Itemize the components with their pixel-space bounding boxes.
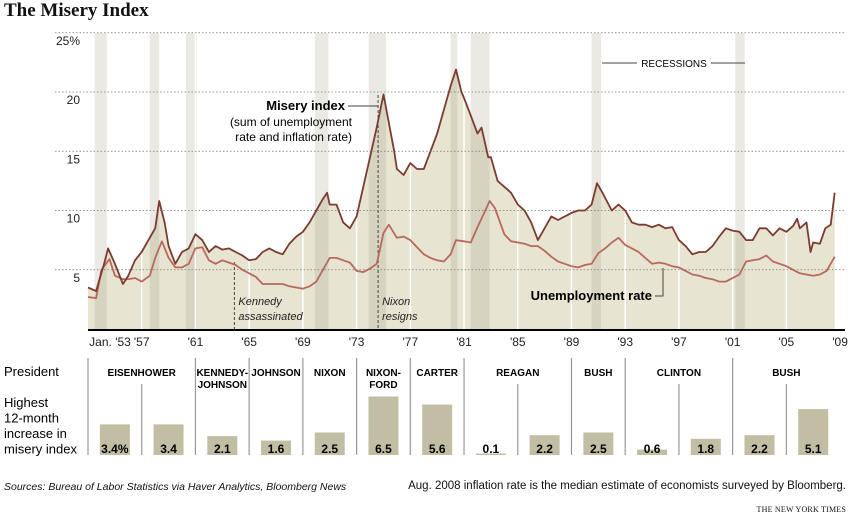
bar-value-label: 1.6: [268, 442, 285, 456]
recession-band: [368, 33, 387, 329]
misery-increase-bar: [637, 449, 668, 455]
misery-index-sublabel: rate and inflation rate): [235, 130, 352, 144]
president-name: NIXON: [314, 368, 346, 379]
president-name: FORD: [369, 380, 397, 391]
bar-value-label: 2.2: [751, 442, 768, 456]
bar-value-label: 1.8: [697, 442, 714, 456]
misery-index-chart: 25% 20 15 10 5 Kennedy assassinated Nixon resign…: [4, 32, 848, 457]
president-name: BUSH: [584, 368, 612, 379]
x-tick-label: '57: [134, 335, 150, 349]
value-row-label: increase in: [4, 426, 67, 441]
misery-index-label: Misery index: [266, 98, 346, 113]
x-tick-label: '61: [188, 335, 204, 349]
event-label: Kennedy: [238, 296, 283, 308]
value-row-label: 12-month: [4, 411, 59, 426]
x-tick-label: '97: [671, 335, 687, 349]
president-name: KENNEDY-: [196, 368, 248, 379]
y-tick-label: 15: [67, 152, 81, 166]
recession-band: [591, 33, 602, 329]
x-tick-label: '69: [295, 335, 311, 349]
president-name: NIXON-: [366, 368, 401, 379]
y-tick-label: 10: [67, 212, 81, 226]
misery-increase-bar: [798, 409, 829, 455]
recession-band: [149, 33, 160, 329]
x-tick-label: '85: [510, 335, 526, 349]
bar-value-label: 2.2: [536, 442, 553, 456]
misery-increase-bar: [99, 424, 130, 455]
president-name: JOHNSON: [198, 380, 247, 391]
misery-increase-bar: [422, 404, 453, 455]
misery-increase-bar: [207, 436, 238, 455]
y-tick-label: 20: [67, 93, 81, 107]
x-tick-label: '93: [617, 335, 633, 349]
president-row-label: President: [4, 364, 59, 379]
value-row-label: misery index: [4, 442, 77, 457]
bar-value-label: 5.1: [805, 442, 822, 456]
bar-value-label: 5.6: [429, 442, 446, 456]
recession-band: [314, 33, 329, 329]
misery-increase-bar: [475, 453, 506, 455]
misery-area-fill: [88, 69, 835, 329]
sources-note: Sources: Bureau of Labor Statistics via …: [4, 481, 347, 493]
nyt-credit: THE NEW YORK TIMES: [756, 505, 846, 514]
recession-band: [735, 33, 745, 329]
misery-increase-bar: [261, 440, 292, 455]
president-name: EISENHOWER: [108, 368, 177, 379]
x-tick-label: '01: [725, 335, 741, 349]
recession-band: [94, 33, 107, 329]
president-name: CARTER: [416, 368, 458, 379]
chart-title: The Misery Index: [4, 0, 149, 21]
misery-increase-bar: [744, 435, 775, 455]
misery-increase-bar: [314, 432, 345, 455]
bar-value-label: 2.5: [590, 442, 607, 456]
recession-band: [470, 33, 490, 329]
event-label: resigns: [382, 311, 418, 323]
bar-value-label: 2.5: [321, 442, 338, 456]
unemployment-rate-label: Unemployment rate: [531, 288, 652, 303]
bar-value-label: 2.1: [214, 442, 231, 456]
event-label: Nixon: [382, 296, 410, 308]
x-tick-label: '05: [779, 335, 795, 349]
x-tick-label: '73: [349, 335, 365, 349]
leader-line: [655, 268, 664, 297]
bar-value-label: 0.6: [644, 442, 661, 456]
president-name: CLINTON: [657, 368, 701, 379]
misery-increase-bar: [583, 432, 614, 455]
value-row-label: Highest: [4, 395, 48, 410]
misery-increase-bar: [153, 424, 184, 455]
x-tick-label: '77: [402, 335, 418, 349]
president-name: BUSH: [772, 368, 800, 379]
x-tick-label: '65: [241, 335, 257, 349]
unemployment-rate-line: [87, 200, 836, 300]
x-tick-label: Jan. '53: [89, 335, 131, 349]
x-tick-label: '09: [832, 335, 848, 349]
x-tick-label: '89: [564, 335, 580, 349]
misery-index-sublabel: (sum of unemployment: [230, 115, 353, 129]
misery-increase-bar: [690, 438, 721, 455]
recession-band: [450, 33, 458, 329]
bar-value-label: 3.4%: [101, 442, 129, 456]
y-tick-label: 25%: [56, 34, 80, 48]
x-tick-label: '81: [456, 335, 472, 349]
misery-index-line: [87, 68, 836, 293]
misery-increase-bar: [529, 435, 560, 455]
bar-value-label: 0.1: [483, 442, 500, 456]
bar-value-label: 3.4: [160, 442, 177, 456]
bar-value-label: 6.5: [375, 442, 392, 456]
event-label: assassinated: [238, 311, 303, 323]
misery-increase-bar: [368, 396, 399, 455]
y-tick-label: 5: [73, 271, 80, 285]
president-name: JOHNSON: [251, 368, 300, 379]
inflation-note: Aug. 2008 inflation rate is the median e…: [408, 480, 846, 492]
recessions-legend-label: RECESSIONS: [641, 59, 707, 70]
president-name: REAGAN: [496, 368, 539, 379]
recession-band: [186, 33, 197, 329]
